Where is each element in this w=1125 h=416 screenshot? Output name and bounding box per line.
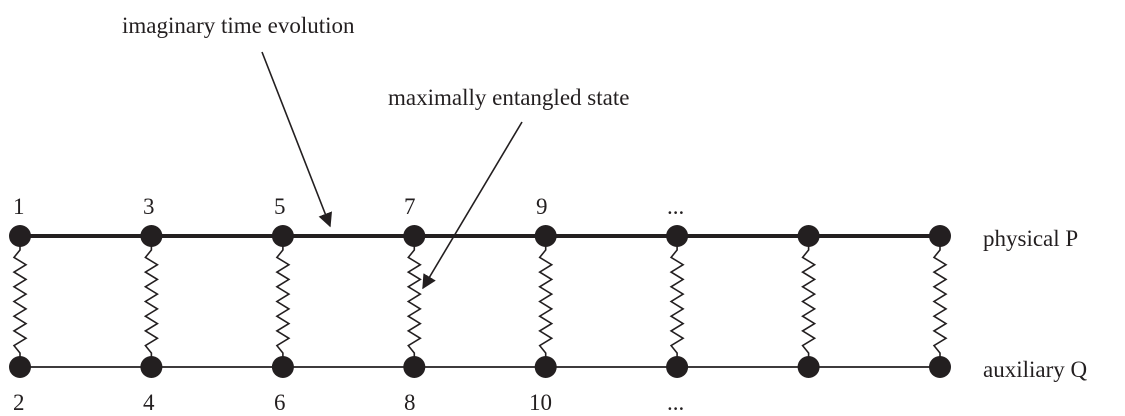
zigzag-bond-1	[12, 236, 28, 367]
zigzag-bond-4	[406, 236, 422, 367]
bottom-site-labels: 2 4 6 8 10 ...	[13, 390, 684, 415]
zigzag-bond-2	[143, 236, 159, 367]
zigzag-bond-5	[538, 236, 554, 367]
site-label-8: 8	[404, 390, 416, 415]
auxiliary-site-node-3	[271, 356, 294, 378]
auxiliary-site-node-7	[797, 356, 820, 378]
imaginary-time-label: imaginary time evolution	[122, 13, 355, 38]
physical-site-node-4	[403, 225, 426, 247]
site-label-1: 1	[13, 194, 25, 219]
physical-site-node-2	[140, 225, 163, 247]
physical-site-node-8	[929, 225, 951, 247]
site-label-2: 2	[13, 390, 25, 415]
physical-site-node-3	[271, 225, 294, 247]
auxiliary-row-label: auxiliary Q	[983, 357, 1087, 382]
zigzag-bond-6	[669, 236, 685, 367]
entangled-state-label: maximally entangled state	[388, 85, 629, 110]
physical-site-node-6	[666, 225, 689, 247]
site-label-3: 3	[143, 194, 155, 219]
entangled-state-arrow	[422, 121, 523, 290]
site-label-7: 7	[404, 194, 416, 219]
auxiliary-site-node-2	[140, 356, 163, 378]
physical-site-node-1	[9, 225, 31, 247]
entanglement-bonds	[12, 236, 948, 367]
physical-site-node-5	[534, 225, 557, 247]
site-label-ellipsis-top: ...	[667, 194, 684, 219]
site-label-ellipsis-bottom: ...	[667, 390, 684, 415]
site-label-6: 6	[274, 390, 286, 415]
zigzag-bond-8	[932, 236, 948, 367]
auxiliary-site-node-4	[403, 356, 426, 378]
physical-row-label: physical P	[983, 226, 1078, 251]
zigzag-bond-3	[275, 236, 291, 367]
site-label-4: 4	[143, 390, 155, 415]
auxiliary-site-node-6	[666, 356, 689, 378]
zigzag-bond-7	[801, 236, 817, 367]
auxiliary-site-node-8	[929, 356, 951, 378]
site-label-9: 9	[536, 194, 548, 219]
auxiliary-site-node-5	[534, 356, 557, 378]
physical-site-node-7	[797, 225, 820, 247]
imaginary-time-arrow	[261, 51, 332, 228]
site-label-10: 10	[529, 390, 552, 415]
top-site-labels: 1 3 5 7 9 ...	[13, 194, 684, 219]
site-label-5: 5	[274, 194, 286, 219]
auxiliary-site-node-1	[9, 356, 31, 378]
site-nodes	[9, 225, 951, 378]
